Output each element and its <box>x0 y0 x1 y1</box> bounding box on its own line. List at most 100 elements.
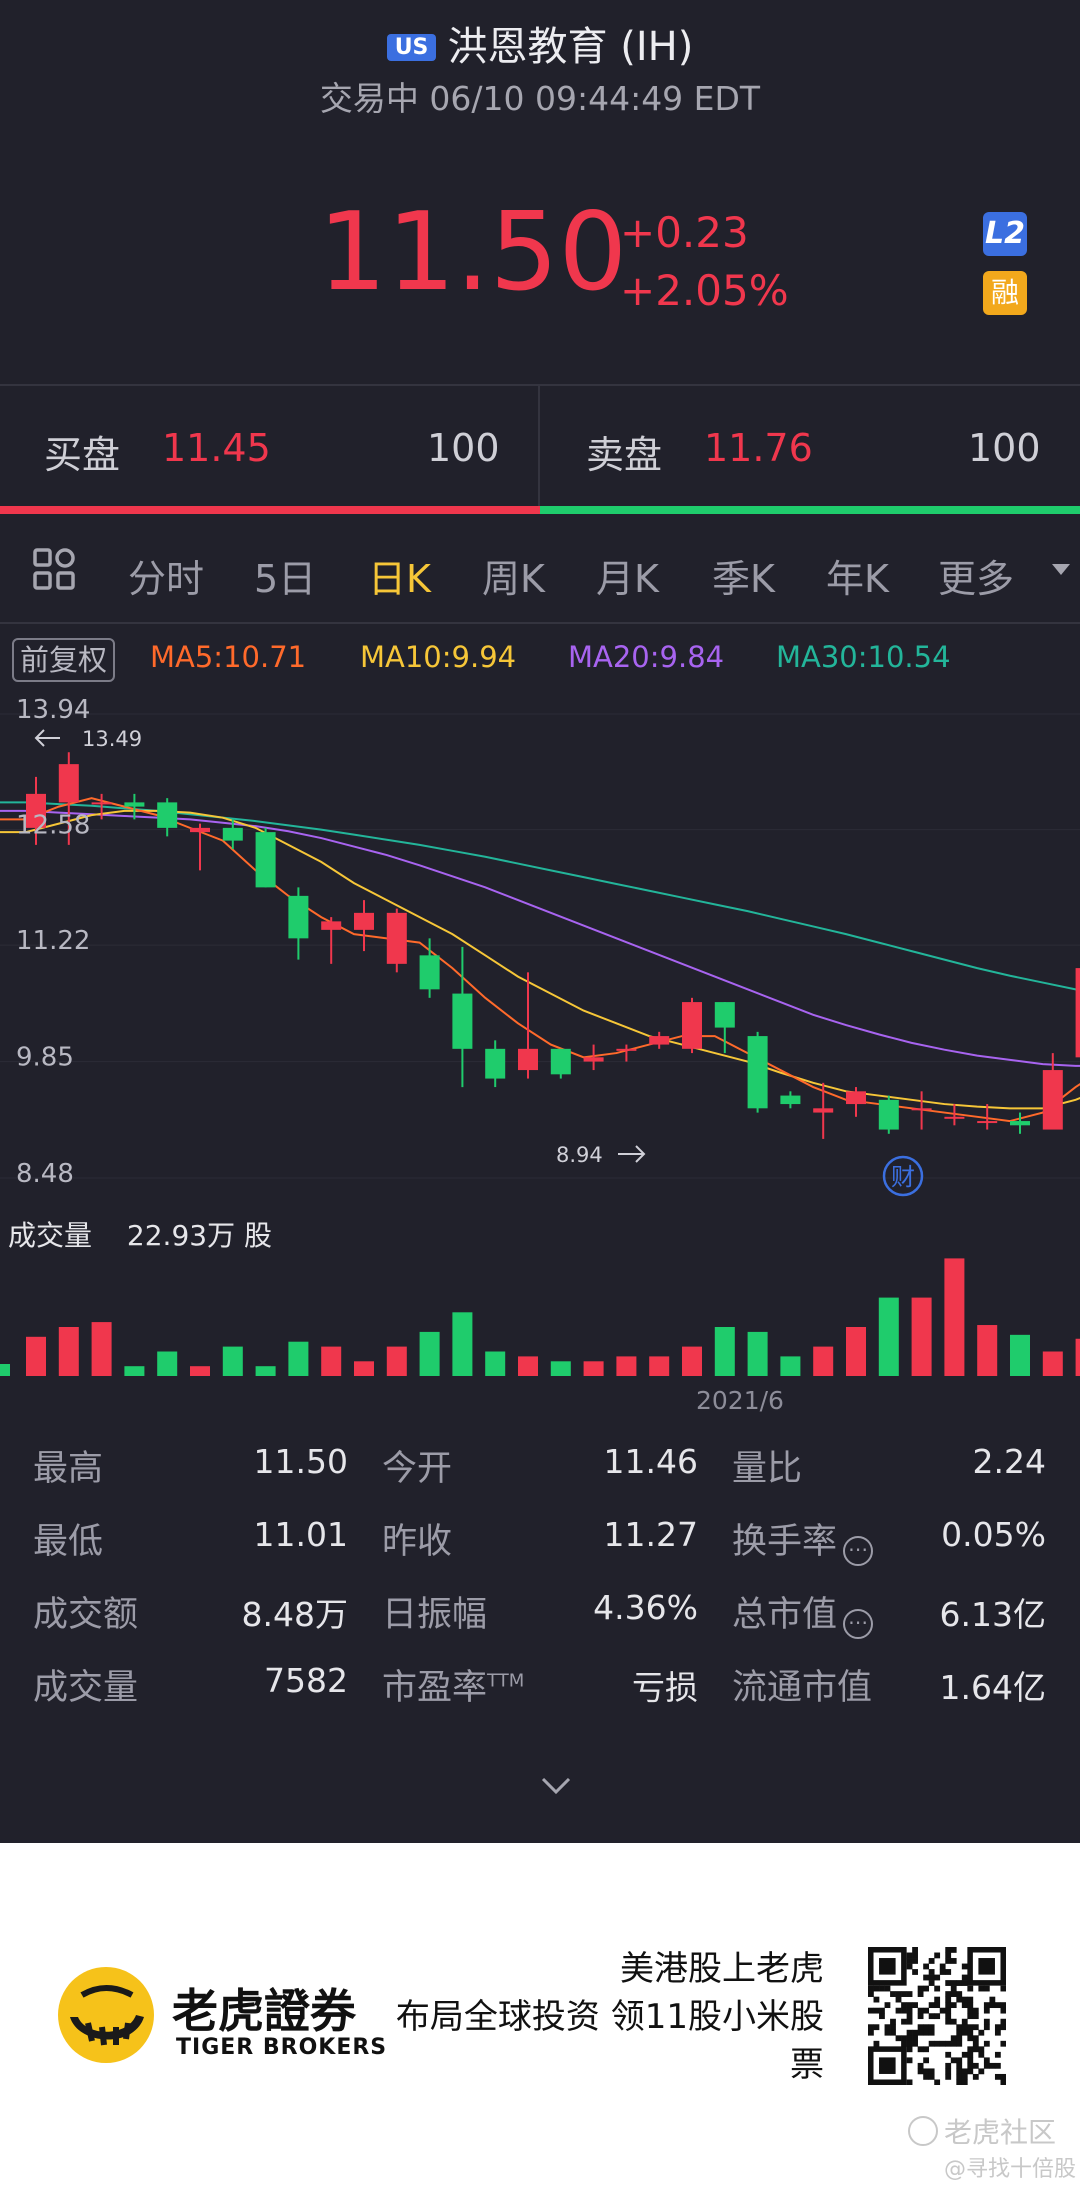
volume-bar[interactable] <box>1075 1338 1080 1376</box>
tab-more[interactable]: 更多 <box>938 557 1015 601</box>
volume-bar[interactable] <box>91 1322 112 1376</box>
candle[interactable] <box>1075 964 1080 1070</box>
volume-bar[interactable] <box>321 1346 342 1376</box>
candle[interactable] <box>157 798 178 837</box>
candle[interactable] <box>616 1044 637 1062</box>
volume-bar[interactable] <box>944 1258 965 1376</box>
candle[interactable] <box>91 793 112 820</box>
adjust-mode-button[interactable]: 前复权 <box>12 638 116 682</box>
volume-bar[interactable] <box>649 1356 670 1376</box>
candle[interactable] <box>26 776 46 845</box>
volume-bar[interactable] <box>977 1325 998 1376</box>
price-change-pct: +2.05% <box>620 266 789 315</box>
candle[interactable] <box>649 1031 670 1049</box>
candle[interactable] <box>222 819 243 850</box>
kline-chart[interactable]: 13.94 12.58 11.22 9.85 8.48 13.49 8.94 财 <box>0 694 1080 1214</box>
volume-bar[interactable] <box>1010 1334 1030 1376</box>
candle[interactable] <box>452 946 473 1088</box>
volume-chart[interactable] <box>0 1250 1080 1420</box>
ma10-value: MA10:9.94 <box>360 640 517 674</box>
volume-bar[interactable] <box>583 1361 604 1376</box>
volume-bar[interactable] <box>190 1366 210 1376</box>
level2-badge[interactable]: L2 <box>983 212 1027 256</box>
watermark-handle: @寻找十倍股 <box>944 2157 1077 2182</box>
candle[interactable] <box>583 1044 604 1071</box>
candle[interactable] <box>518 972 538 1079</box>
volume-bar[interactable] <box>714 1327 735 1376</box>
info-icon[interactable]: ⋯ <box>843 1609 874 1639</box>
trading-status: 交易中 06/10 09:44:49 EDT <box>319 79 761 118</box>
candle[interactable] <box>321 917 342 964</box>
candle[interactable] <box>878 1095 899 1134</box>
candle[interactable] <box>1010 1112 1030 1134</box>
candle[interactable] <box>682 997 702 1054</box>
volume-bar[interactable] <box>518 1356 538 1376</box>
volume-bar[interactable] <box>386 1346 407 1376</box>
tab-quarterly-k[interactable]: 季K <box>712 557 775 601</box>
ask-panel[interactable]: 卖盘 11.76 100 <box>540 386 1080 508</box>
volume-bar[interactable] <box>222 1346 243 1376</box>
stat-label: 流通市值 <box>732 1668 873 1708</box>
candle[interactable] <box>419 938 440 998</box>
candle[interactable] <box>386 908 407 973</box>
volume-bar[interactable] <box>452 1312 473 1376</box>
earnings-event-icon[interactable]: 财 <box>882 1155 924 1197</box>
volume-bar[interactable] <box>288 1341 309 1376</box>
candle[interactable] <box>255 827 276 888</box>
volume-bar[interactable] <box>550 1361 571 1376</box>
tab-5day[interactable]: 5日 <box>254 557 317 601</box>
candle[interactable] <box>780 1091 801 1109</box>
volume-bar[interactable] <box>813 1346 834 1376</box>
candle[interactable] <box>190 823 210 871</box>
high-marker-label: 13.49 <box>82 727 142 751</box>
candle[interactable] <box>813 1082 834 1139</box>
volume-bar[interactable] <box>0 1364 10 1376</box>
candle[interactable] <box>288 887 309 960</box>
tab-daily-k[interactable]: 日K <box>368 557 431 601</box>
info-icon[interactable]: ⋯ <box>843 1536 874 1566</box>
candle[interactable] <box>354 900 374 952</box>
candle[interactable] <box>485 1040 506 1088</box>
volume-bar[interactable] <box>878 1297 899 1376</box>
tab-weekly-k[interactable]: 周K <box>482 557 545 601</box>
volume-bar[interactable] <box>255 1366 276 1376</box>
candle[interactable] <box>977 1104 998 1130</box>
bid-panel[interactable]: 买盘 11.45 100 <box>0 386 538 508</box>
candle[interactable] <box>911 1091 932 1130</box>
candle[interactable] <box>747 1031 768 1113</box>
volume-bar[interactable] <box>26 1336 46 1376</box>
stat-value: 0.05% <box>941 1515 1046 1554</box>
margin-badge[interactable]: 融 <box>983 271 1027 315</box>
volume-bar[interactable] <box>1042 1351 1063 1377</box>
candle[interactable] <box>550 1048 571 1079</box>
qr-code-icon[interactable] <box>868 1947 1006 2085</box>
volume-bar[interactable] <box>419 1331 440 1376</box>
candle[interactable] <box>124 793 145 820</box>
tab-monthly-k[interactable]: 月K <box>596 557 659 601</box>
candle[interactable] <box>1042 1053 1063 1130</box>
volume-bar[interactable] <box>58 1327 79 1376</box>
volume-bar[interactable] <box>124 1366 145 1376</box>
candle[interactable] <box>846 1087 866 1117</box>
candle[interactable] <box>944 1104 965 1126</box>
market-badge: US <box>386 34 437 61</box>
volume-bar[interactable] <box>747 1331 768 1376</box>
candle[interactable] <box>58 752 79 845</box>
volume-bar[interactable] <box>485 1351 506 1377</box>
volume-bar[interactable] <box>682 1346 702 1376</box>
stock-name[interactable]: 洪恩教育 (IH) <box>447 24 694 70</box>
ma30-value: MA30:10.54 <box>776 640 951 674</box>
volume-bar[interactable] <box>846 1327 866 1376</box>
expand-chevron-icon[interactable] <box>540 1776 572 1800</box>
bid-label: 买盘 <box>44 433 121 477</box>
volume-bar[interactable] <box>616 1356 637 1376</box>
volume-bar[interactable] <box>157 1351 178 1377</box>
volume-bar[interactable] <box>911 1297 932 1376</box>
chevron-down-icon[interactable] <box>1052 564 1070 575</box>
volume-bar[interactable] <box>780 1356 801 1376</box>
tab-intraday[interactable]: 分时 <box>128 557 205 601</box>
volume-bar[interactable] <box>354 1361 374 1376</box>
grid-icon[interactable] <box>32 547 76 591</box>
tab-yearly-k[interactable]: 年K <box>826 557 889 601</box>
candle[interactable] <box>714 1002 735 1054</box>
